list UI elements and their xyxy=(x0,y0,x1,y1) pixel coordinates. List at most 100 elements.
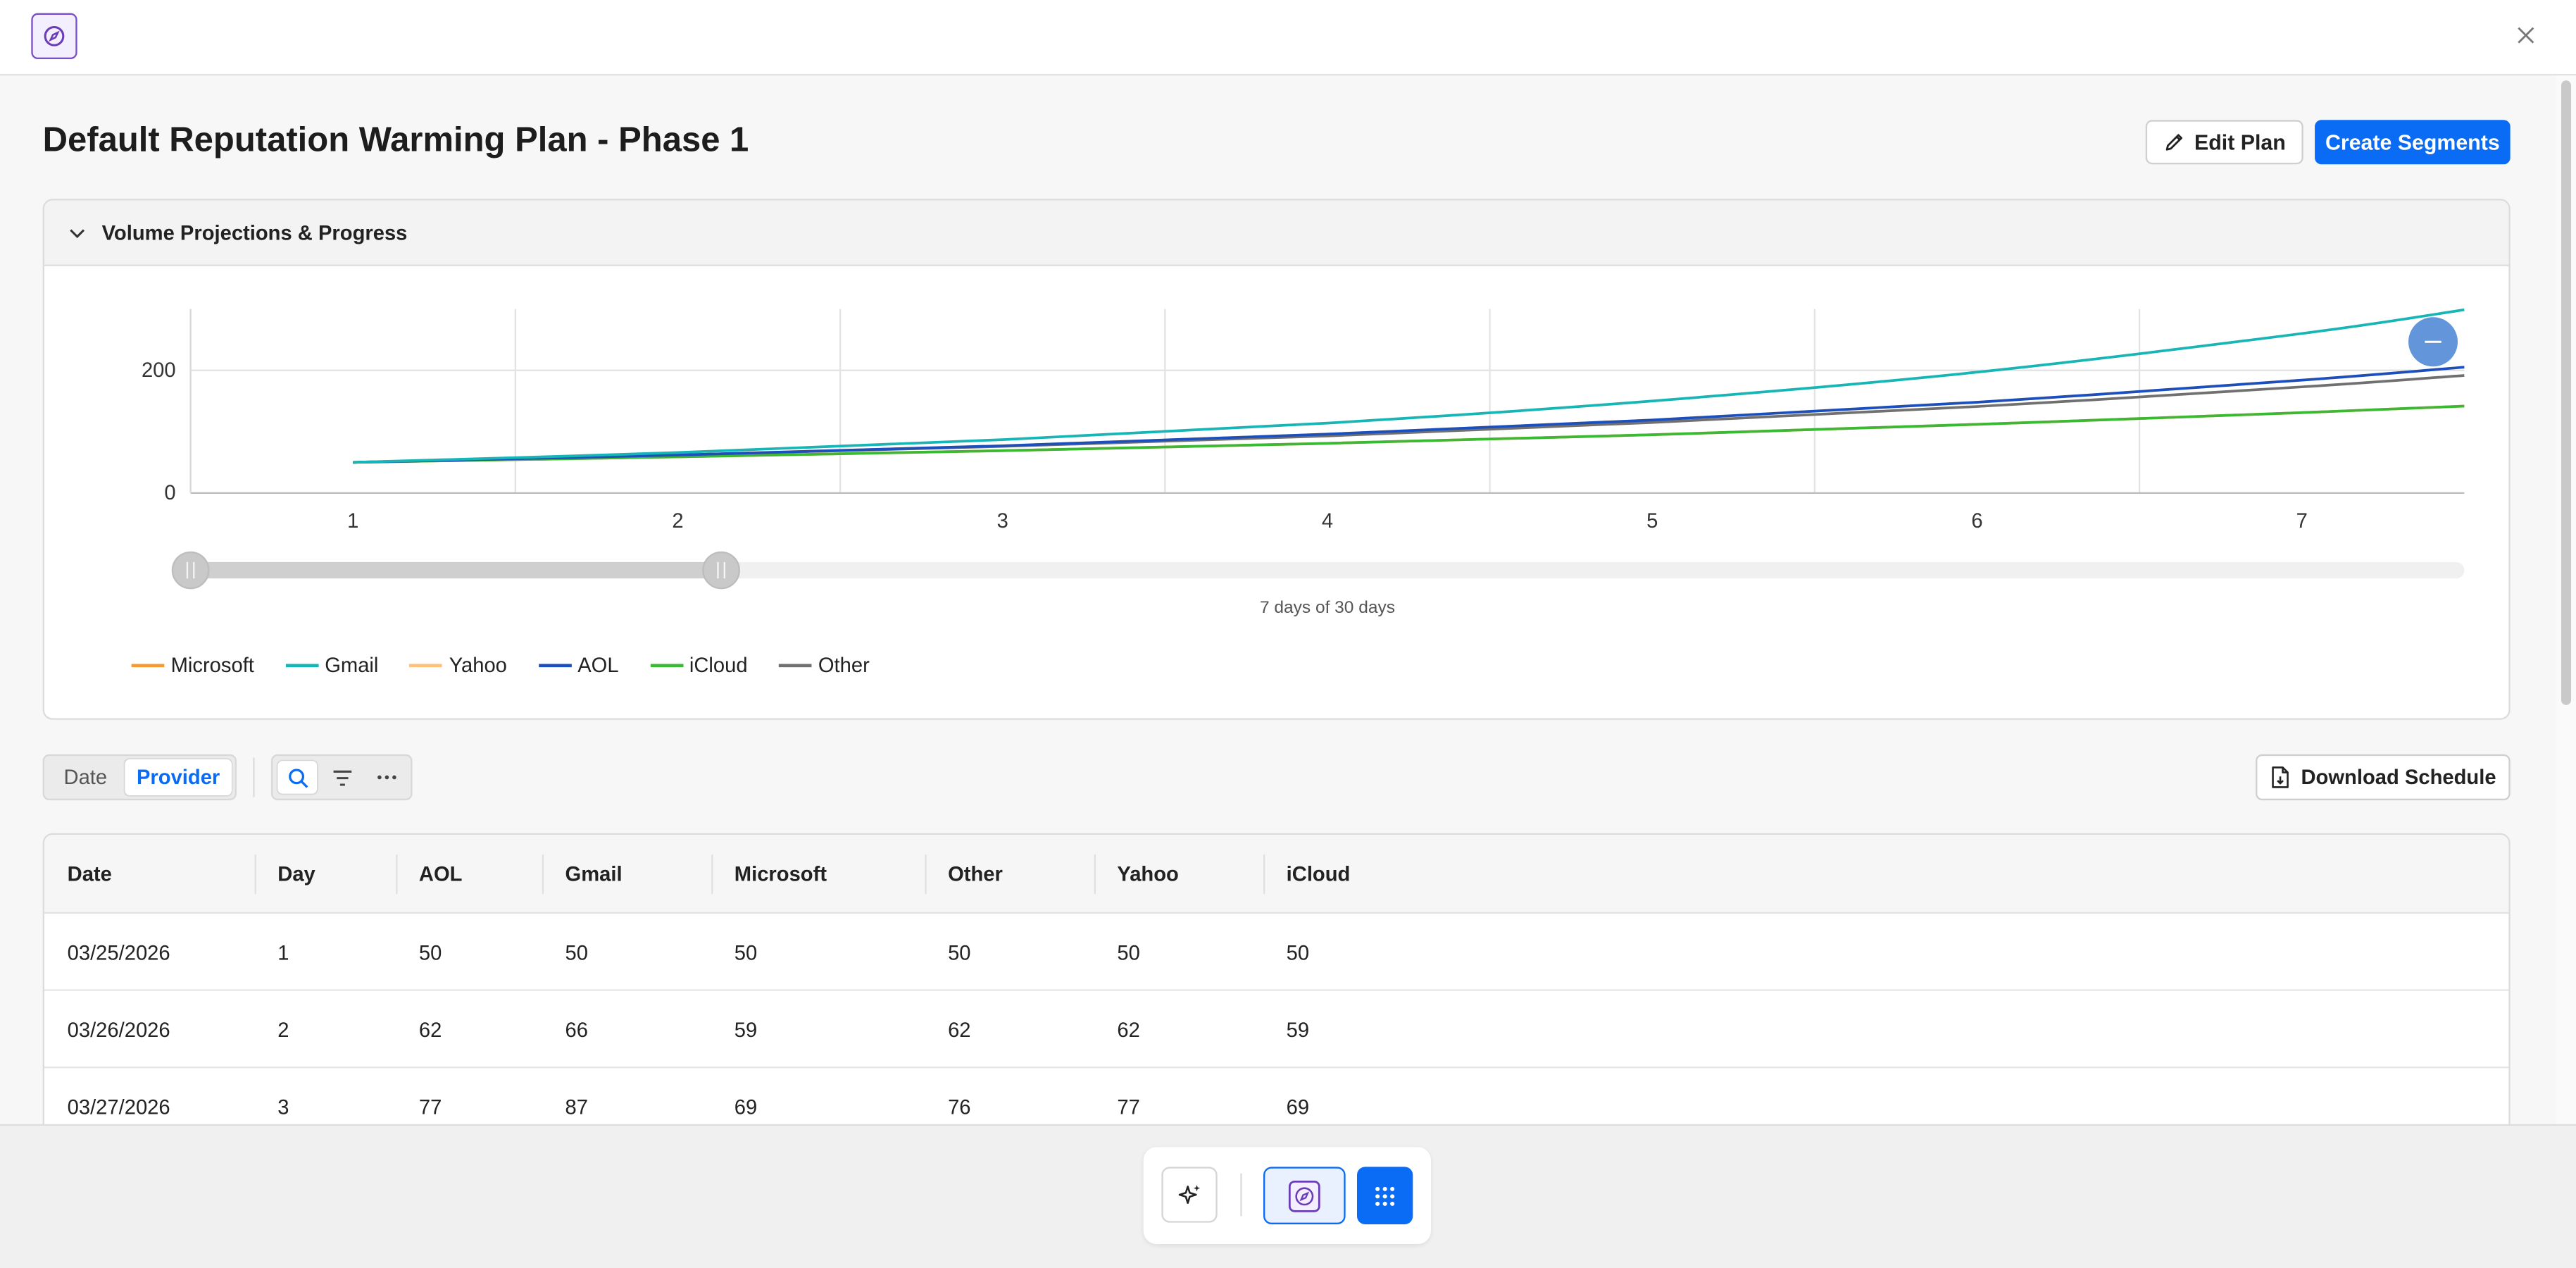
dock-divider xyxy=(1240,1173,1242,1217)
column-divider[interactable] xyxy=(925,854,927,895)
y-tick-label: 200 xyxy=(142,359,176,382)
column-header-gmail[interactable]: Gmail xyxy=(565,862,623,886)
x-tick-label: 6 xyxy=(1971,510,1982,533)
view-toggle: Date Provider xyxy=(42,754,237,801)
legend-swatch xyxy=(285,664,318,668)
table-cell: 03/27/2026 xyxy=(67,1095,170,1119)
table-cell: 50 xyxy=(1286,940,1310,964)
range-slider-handle-end[interactable] xyxy=(702,551,740,590)
legend-item-microsoft[interactable]: Microsoft xyxy=(131,654,254,678)
column-header-day[interactable]: Day xyxy=(277,862,315,886)
create-segments-button[interactable]: Create Segments xyxy=(2315,120,2511,165)
sparkle-icon[interactable] xyxy=(1161,1167,1218,1223)
close-icon[interactable] xyxy=(2507,16,2543,52)
plan-modal: Default Reputation Warming Plan - Phase … xyxy=(0,13,2576,1126)
grid-icon[interactable] xyxy=(1356,1167,1413,1225)
compass-icon[interactable] xyxy=(1263,1167,1346,1225)
column-divider[interactable] xyxy=(1263,854,1265,895)
x-tick-label: 5 xyxy=(1646,510,1658,533)
table-cell: 62 xyxy=(948,1018,971,1041)
table-cell: 77 xyxy=(418,1095,442,1119)
legend-label: Microsoft xyxy=(170,654,254,678)
scrollbar-thumb[interactable] xyxy=(2561,80,2571,705)
search-icon[interactable] xyxy=(277,761,318,794)
table-row[interactable]: 03/27/2026 3 77 87 69 76 77 69 xyxy=(44,1068,2508,1124)
edit-plan-label: Edit Plan xyxy=(2194,130,2286,155)
table-cell: 1 xyxy=(277,940,289,964)
table-cell: 59 xyxy=(734,1018,758,1041)
table-cell: 76 xyxy=(948,1095,971,1119)
table-cell: 59 xyxy=(1286,1018,1310,1041)
download-schedule-label: Download Schedule xyxy=(2301,766,2496,789)
legend-item-other[interactable]: Other xyxy=(778,654,870,677)
legend-label: iCloud xyxy=(689,654,748,678)
column-header-other[interactable]: Other xyxy=(948,862,1003,886)
legend-swatch xyxy=(538,664,571,668)
toggle-provider[interactable]: Provider xyxy=(125,759,232,796)
scrollbar[interactable] xyxy=(2556,75,2576,1124)
legend-label: AOL xyxy=(577,654,619,678)
x-tick-label: 3 xyxy=(997,510,1008,533)
column-divider[interactable] xyxy=(1094,854,1096,895)
column-divider[interactable] xyxy=(542,854,544,895)
panel-title: Volume Projections & Progress xyxy=(101,221,408,245)
table-header: Date Day AOL Gmail Microsoft Other Yahoo iCloud xyxy=(44,835,2509,914)
column-header-yahoo[interactable]: Yahoo xyxy=(1117,862,1179,886)
table-cell: 77 xyxy=(1117,1095,1140,1119)
legend-item-aol[interactable]: AOL xyxy=(538,654,619,678)
file-download-icon xyxy=(2271,766,2288,788)
filter-icon[interactable] xyxy=(322,761,361,794)
chevron-down-icon[interactable] xyxy=(65,222,89,245)
more-icon[interactable] xyxy=(366,761,406,794)
legend-swatch xyxy=(131,664,165,668)
legend-label: Yahoo xyxy=(449,654,507,678)
table-cell: 2 xyxy=(277,1018,289,1041)
table-cell: 69 xyxy=(1286,1095,1310,1119)
column-divider[interactable] xyxy=(396,854,398,895)
panel-header[interactable]: Volume Projections & Progress xyxy=(44,200,2509,266)
range-slider-track[interactable] xyxy=(190,561,2465,579)
column-divider[interactable] xyxy=(711,854,713,895)
x-tick-label: 7 xyxy=(2296,510,2308,533)
chart-legend: Microsoft Gmail Yahoo AOL iCloud Other xyxy=(131,654,901,678)
table-cell: 50 xyxy=(948,940,971,964)
range-slider-selection xyxy=(190,561,722,579)
table-row[interactable]: 03/26/2026 2 62 66 59 62 62 59 xyxy=(44,991,2509,1069)
toolbar-divider xyxy=(253,757,255,797)
toggle-date[interactable]: Date xyxy=(63,766,108,789)
table-row[interactable]: 03/25/2026 1 50 50 50 50 50 50 xyxy=(44,914,2509,991)
column-header-microsoft[interactable]: Microsoft xyxy=(734,862,827,886)
legend-swatch xyxy=(409,664,443,668)
table-cell: 50 xyxy=(1117,940,1140,964)
legend-item-icloud[interactable]: iCloud xyxy=(649,654,748,678)
table-cell: 50 xyxy=(734,940,758,964)
table-cell: 3 xyxy=(277,1095,289,1119)
table-cell: 62 xyxy=(418,1018,442,1041)
series-line-yahoo xyxy=(353,366,2465,464)
series-line-icloud xyxy=(353,404,2465,464)
download-schedule-button[interactable]: Download Schedule xyxy=(2256,754,2511,801)
table-cell: 50 xyxy=(418,940,442,964)
y-tick-label: 0 xyxy=(164,482,175,504)
compass-icon[interactable] xyxy=(31,13,77,59)
range-slider-handle-start[interactable] xyxy=(171,551,210,590)
table-cell: 87 xyxy=(565,1095,588,1119)
legend-item-yahoo[interactable]: Yahoo xyxy=(409,654,507,678)
edit-plan-button[interactable]: Edit Plan xyxy=(2145,120,2303,165)
slider-caption: 7 days of 30 days xyxy=(1259,598,1395,619)
pencil-icon xyxy=(2165,134,2182,151)
volume-chart: 0 200 1 2 3 4 5 6 7 xyxy=(142,308,2465,590)
column-header-aol[interactable]: AOL xyxy=(418,862,463,886)
table-cell: 03/25/2026 xyxy=(67,940,170,964)
column-header-icloud[interactable]: iCloud xyxy=(1286,862,1351,886)
column-header-date[interactable]: Date xyxy=(67,862,112,886)
table-cell: 62 xyxy=(1117,1018,1140,1041)
table-cell: 66 xyxy=(565,1018,588,1041)
legend-item-gmail[interactable]: Gmail xyxy=(285,654,378,677)
column-divider[interactable] xyxy=(254,854,256,895)
table-cell: 03/26/2026 xyxy=(67,1018,170,1041)
page-title: Default Reputation Warming Plan - Phase … xyxy=(42,121,749,160)
table-cell: 50 xyxy=(565,940,588,964)
series-line-gmail xyxy=(353,308,2465,464)
